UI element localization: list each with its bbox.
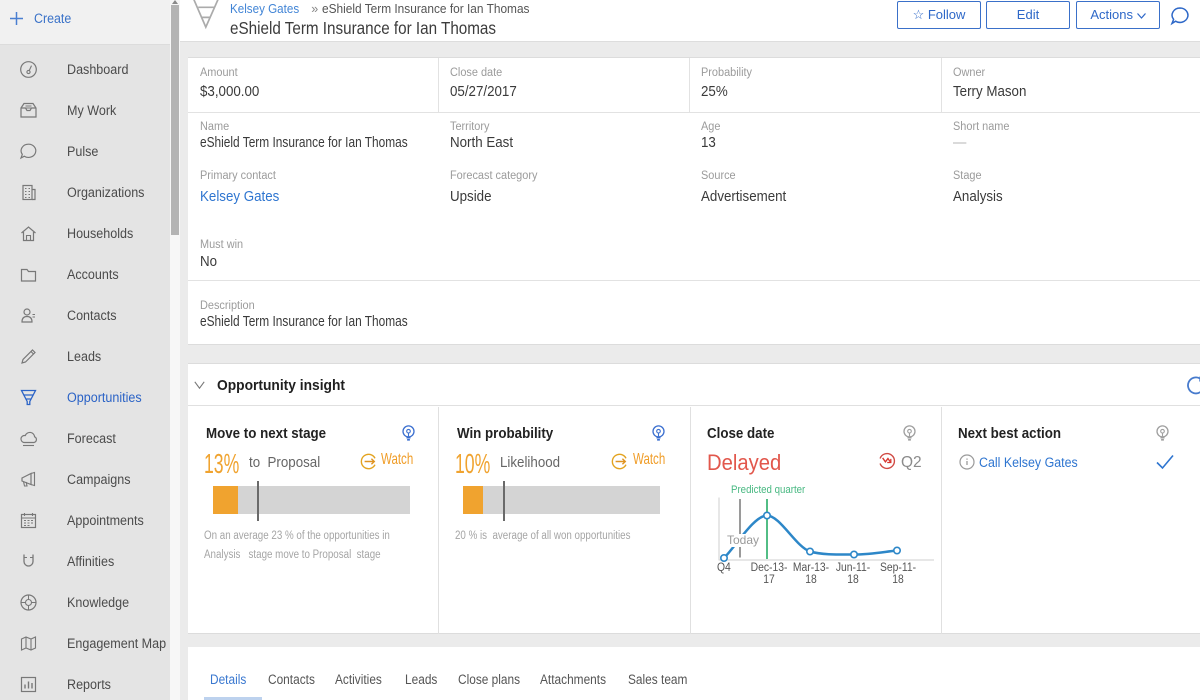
svg-text:Today: Today: [727, 533, 759, 547]
